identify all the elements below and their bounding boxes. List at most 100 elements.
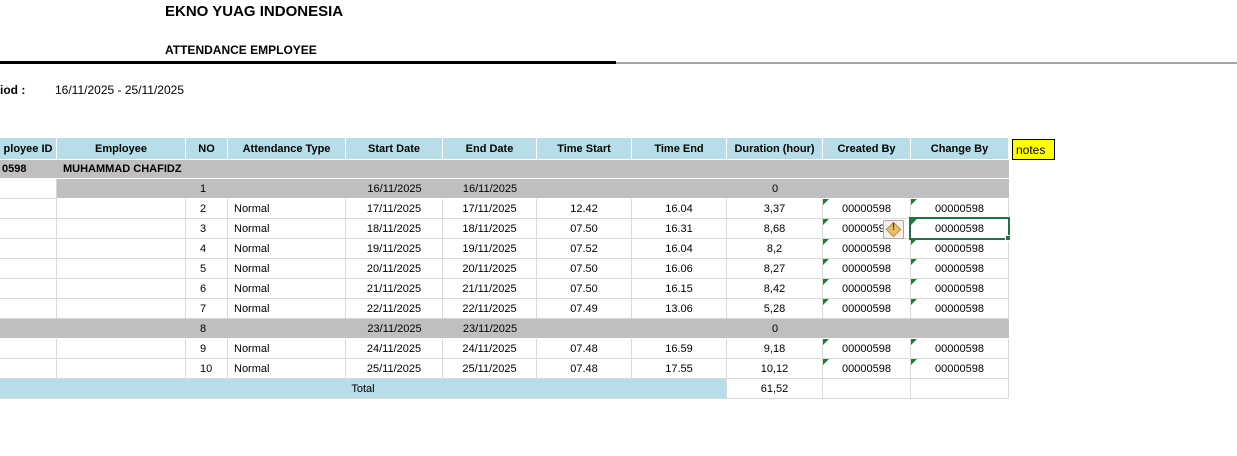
cell-time-start[interactable]: 12.42 — [537, 199, 632, 219]
row-name-cell[interactable] — [57, 199, 186, 219]
cell-duration[interactable]: 10,12 — [727, 359, 823, 379]
column-header[interactable]: Employee — [57, 138, 186, 160]
cell-created-by[interactable]: 00000598 — [823, 279, 911, 299]
employee-band-cell[interactable] — [823, 160, 911, 179]
cell-change-by[interactable]: 00000598 — [911, 359, 1009, 379]
cell-no[interactable]: 7 — [186, 299, 228, 319]
total-change-cell[interactable] — [911, 379, 1009, 399]
cell-time-start[interactable]: 07.50 — [537, 259, 632, 279]
total-duration-cell[interactable]: 61,52 — [727, 379, 823, 399]
cell-type[interactable] — [228, 179, 346, 199]
cell-start-date[interactable]: 21/11/2025 — [346, 279, 443, 299]
cell-duration[interactable]: 8,42 — [727, 279, 823, 299]
row-name-cell[interactable] — [57, 239, 186, 259]
cell-change-by[interactable]: 00000598 — [911, 199, 1009, 219]
cell-created-by[interactable]: 00000598 — [823, 299, 911, 319]
row-id-cell[interactable] — [0, 339, 57, 359]
cell-type[interactable]: Normal — [228, 239, 346, 259]
row-id-cell[interactable] — [0, 219, 57, 239]
row-name-cell[interactable] — [57, 339, 186, 359]
cell-end-date[interactable]: 17/11/2025 — [443, 199, 537, 219]
cell-time-start[interactable]: 07.48 — [537, 359, 632, 379]
employee-band-cell[interactable] — [186, 160, 228, 179]
cell-created-by[interactable]: 00000598 — [823, 239, 911, 259]
cell-time-start[interactable]: 07.50 — [537, 279, 632, 299]
cell-duration[interactable]: 5,28 — [727, 299, 823, 319]
cell-start-date[interactable]: 19/11/2025 — [346, 239, 443, 259]
cell-created-by[interactable] — [823, 179, 911, 199]
cell-change-by[interactable]: 00000598 — [911, 299, 1009, 319]
cell-start-date[interactable]: 25/11/2025 — [346, 359, 443, 379]
cell-created-by[interactable]: 00000598 — [823, 339, 911, 359]
cell-change-by[interactable] — [911, 179, 1009, 199]
cell-start-date[interactable]: 22/11/2025 — [346, 299, 443, 319]
cell-no[interactable]: 8 — [186, 319, 228, 339]
row-id-cell[interactable] — [0, 359, 57, 379]
cell-duration[interactable]: 0 — [727, 319, 823, 339]
cell-duration[interactable]: 8,68 — [727, 219, 823, 239]
row-id-cell[interactable] — [0, 239, 57, 259]
cell-time-start[interactable]: 07.50 — [537, 219, 632, 239]
cell-start-date[interactable]: 20/11/2025 — [346, 259, 443, 279]
cell-time-end[interactable] — [632, 319, 727, 339]
cell-time-start[interactable]: 07.48 — [537, 339, 632, 359]
cell-end-date[interactable]: 25/11/2025 — [443, 359, 537, 379]
cell-no[interactable]: 4 — [186, 239, 228, 259]
cell-end-date[interactable]: 24/11/2025 — [443, 339, 537, 359]
cell-no[interactable]: 1 — [186, 179, 228, 199]
column-header[interactable]: Created By — [823, 138, 911, 160]
cell-time-end[interactable]: 16.15 — [632, 279, 727, 299]
row-name-cell[interactable] — [57, 279, 186, 299]
cell-no[interactable]: 9 — [186, 339, 228, 359]
cell-start-date[interactable]: 18/11/2025 — [346, 219, 443, 239]
row-id-cell[interactable] — [0, 199, 57, 219]
cell-type[interactable] — [228, 319, 346, 339]
cell-time-end[interactable]: 16.04 — [632, 239, 727, 259]
row-name-cell[interactable] — [57, 259, 186, 279]
employee-band-cell[interactable] — [727, 160, 823, 179]
row-name-cell[interactable] — [57, 179, 186, 199]
cell-end-date[interactable]: 22/11/2025 — [443, 299, 537, 319]
column-header[interactable]: Time Start — [537, 138, 632, 160]
cell-no[interactable]: 5 — [186, 259, 228, 279]
column-header[interactable]: Duration (hour) — [727, 138, 823, 160]
cell-time-start[interactable] — [537, 319, 632, 339]
cell-duration[interactable]: 8,27 — [727, 259, 823, 279]
cell-change-by[interactable]: 00000598 — [911, 239, 1009, 259]
total-created-cell[interactable] — [823, 379, 911, 399]
cell-change-by[interactable]: 00000598 — [911, 279, 1009, 299]
selected-cell-outline[interactable] — [909, 217, 1011, 241]
cell-type[interactable]: Normal — [228, 199, 346, 219]
cell-change-by[interactable]: 00000598 — [911, 339, 1009, 359]
column-header[interactable]: Attendance Type — [228, 138, 346, 160]
employee-band-cell[interactable] — [346, 160, 443, 179]
error-warning-icon[interactable]: ! — [883, 220, 904, 239]
employee-band-cell[interactable] — [228, 160, 346, 179]
cell-duration[interactable]: 9,18 — [727, 339, 823, 359]
row-name-cell[interactable] — [57, 359, 186, 379]
column-header[interactable]: NO — [186, 138, 228, 160]
cell-time-end[interactable] — [632, 179, 727, 199]
employee-band-cell[interactable] — [443, 160, 537, 179]
cell-type[interactable]: Normal — [228, 279, 346, 299]
cell-start-date[interactable]: 17/11/2025 — [346, 199, 443, 219]
employee-band-cell[interactable] — [632, 160, 727, 179]
row-id-cell[interactable] — [0, 279, 57, 299]
cell-end-date[interactable]: 23/11/2025 — [443, 319, 537, 339]
column-header[interactable]: Change By — [911, 138, 1009, 160]
cell-start-date[interactable]: 16/11/2025 — [346, 179, 443, 199]
cell-time-end[interactable]: 16.59 — [632, 339, 727, 359]
row-name-cell[interactable] — [57, 219, 186, 239]
column-header[interactable]: Time End — [632, 138, 727, 160]
cell-created-by[interactable]: 00000598 — [823, 199, 911, 219]
employee-name-cell[interactable]: MUHAMMAD CHAFIDZ — [57, 160, 186, 179]
cell-type[interactable]: Normal — [228, 359, 346, 379]
cell-start-date[interactable]: 23/11/2025 — [346, 319, 443, 339]
cell-time-start[interactable]: 07.52 — [537, 239, 632, 259]
total-label-cell[interactable]: Total — [0, 379, 727, 399]
cell-end-date[interactable]: 19/11/2025 — [443, 239, 537, 259]
employee-band-cell[interactable] — [911, 160, 1009, 179]
cell-time-end[interactable]: 16.04 — [632, 199, 727, 219]
column-header[interactable]: ployee ID — [0, 138, 57, 160]
cell-time-start[interactable] — [537, 179, 632, 199]
